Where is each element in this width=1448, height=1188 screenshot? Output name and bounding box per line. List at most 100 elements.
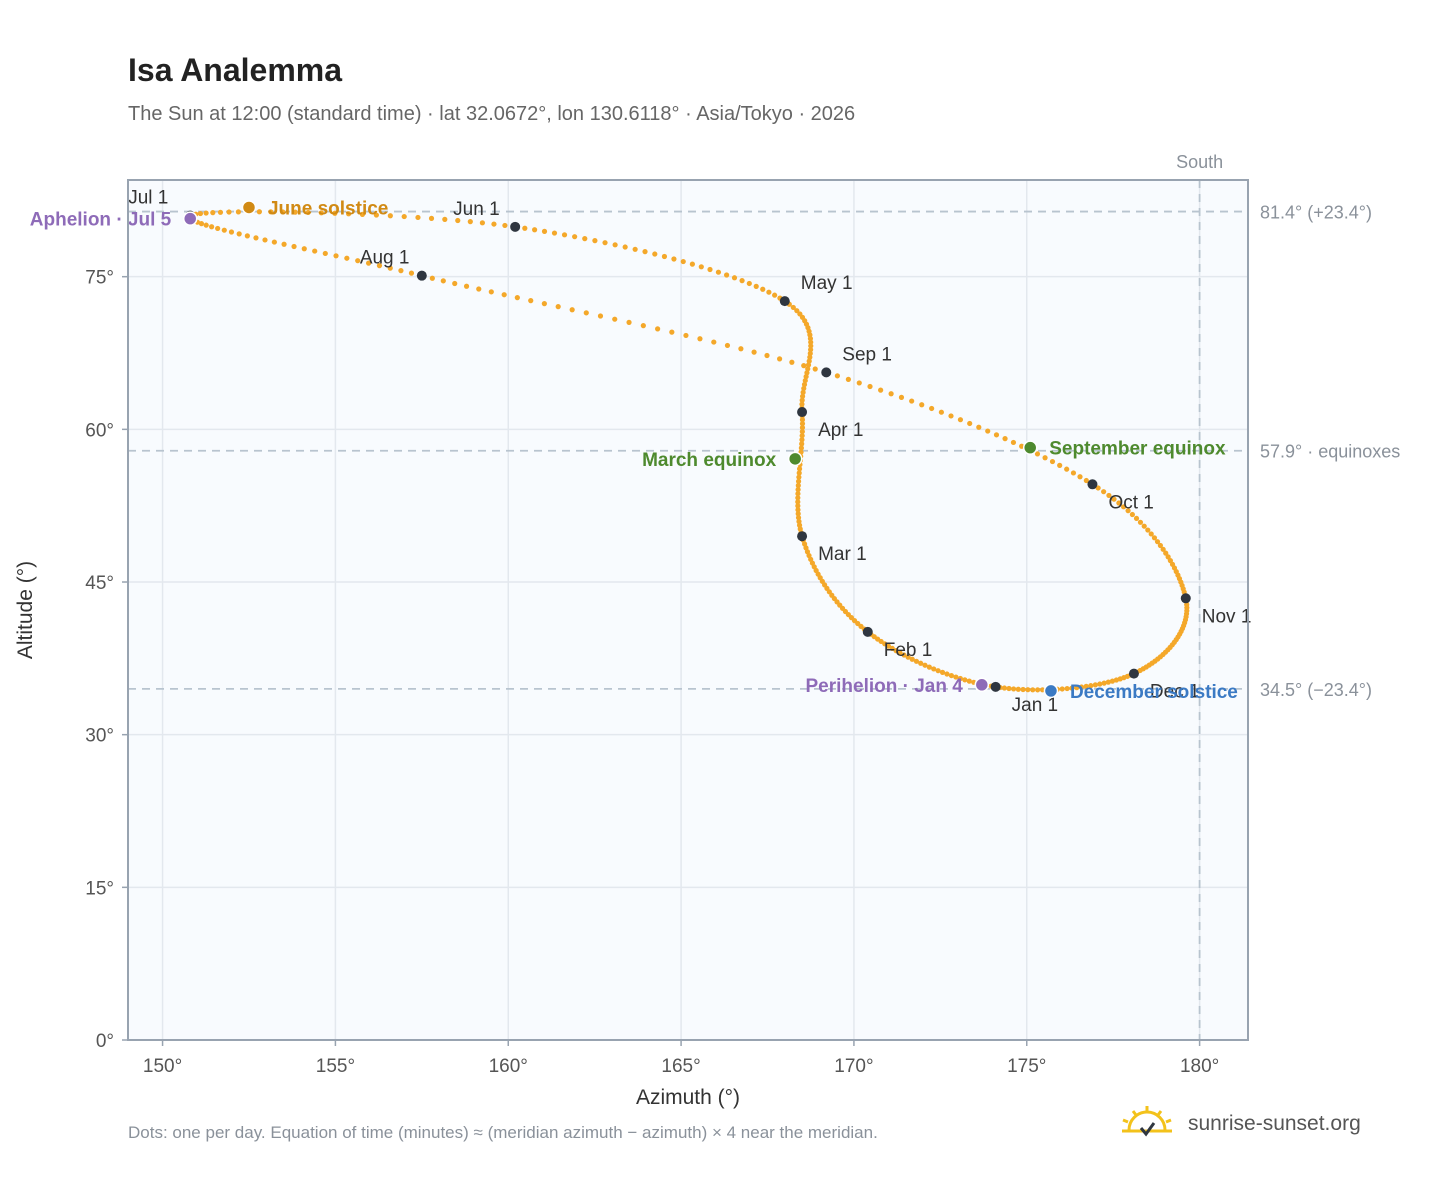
reference-line-label: 34.5° (−23.4°): [1260, 680, 1372, 700]
y-tick-label: 60°: [85, 420, 114, 441]
day-dot: [1141, 523, 1147, 529]
day-dot: [1001, 685, 1008, 691]
day-dot: [1015, 686, 1021, 692]
plot-area: [128, 180, 1248, 1040]
event-marker-dot: [241, 200, 257, 215]
month-marker-dot: [1087, 479, 1098, 490]
day-dot: [800, 389, 806, 395]
month-marker-dot: [779, 296, 790, 307]
day-dot: [746, 280, 752, 287]
day-dot: [555, 304, 561, 310]
day-dot: [789, 359, 795, 365]
y-tick-label: 45°: [85, 573, 114, 594]
day-dot: [1042, 455, 1048, 461]
day-dot: [561, 232, 568, 238]
day-dot: [1157, 542, 1164, 549]
day-dot: [1106, 492, 1112, 499]
meridian-label: South: [1176, 152, 1223, 172]
y-axis-label: Altitude (°): [14, 561, 37, 659]
day-dot: [291, 243, 297, 250]
day-dot: [935, 668, 941, 674]
day-dot: [795, 511, 801, 517]
reference-line-label: 57.9° · equinoxes: [1260, 442, 1400, 462]
day-dot: [803, 374, 809, 380]
day-dot: [724, 342, 731, 349]
x-tick-label: 170°: [834, 1056, 873, 1077]
day-dot: [387, 213, 393, 219]
day-dot: [1120, 504, 1127, 510]
day-dot: [428, 215, 435, 221]
day-dot: [795, 507, 801, 513]
day-dot: [804, 370, 810, 376]
day-dot: [939, 669, 946, 675]
day-dot: [467, 219, 473, 225]
day-dot: [318, 210, 324, 216]
day-dot: [1069, 685, 1075, 691]
day-dot: [479, 220, 486, 226]
day-dot: [1077, 474, 1083, 480]
day-dot: [401, 213, 407, 220]
day-dot: [312, 248, 318, 254]
day-dot: [228, 229, 235, 235]
day-dot: [796, 474, 802, 480]
day-dot: [655, 326, 661, 332]
day-dot: [953, 674, 959, 680]
day-dot: [1074, 685, 1080, 691]
day-dot: [795, 499, 801, 505]
day-dot: [332, 210, 338, 216]
day-dot: [661, 253, 668, 260]
day-dot: [1160, 546, 1166, 552]
month-marker-label: Nov 1: [1202, 606, 1252, 627]
day-dot: [345, 211, 352, 217]
day-dot: [226, 209, 232, 215]
footnote: Dots: one per day. Equation of time (min…: [128, 1123, 878, 1142]
day-dot: [893, 648, 899, 654]
day-dot: [680, 258, 686, 265]
day-dot: [799, 397, 805, 403]
month-markers: Jan 1 Feb 1 Mar 1 Apr 1 May 1 Jun 1 Jul 1 Aug 1…: [128, 188, 1251, 716]
month-marker-dot: [990, 681, 1001, 692]
month-marker-label: Jan 1: [1012, 695, 1058, 716]
day-dot: [801, 381, 808, 388]
day-dot: [795, 482, 801, 489]
day-dot: [731, 275, 738, 281]
day-dot: [236, 231, 242, 237]
event-marker-label: September equinox: [1049, 439, 1226, 460]
day-dot: [671, 256, 677, 262]
day-dot: [948, 413, 954, 419]
day-dot: [452, 280, 458, 287]
month-marker-dot: [797, 531, 808, 542]
day-dot: [948, 672, 955, 679]
day-dot: [1101, 489, 1107, 495]
day-dot: [801, 385, 807, 392]
day-dot: [926, 664, 932, 670]
month-marker-dot: [1128, 668, 1139, 679]
day-dot: [897, 650, 903, 656]
day-dot: [1035, 687, 1041, 693]
day-dot: [798, 445, 804, 451]
chart-title: Isa Analemma: [128, 52, 343, 88]
day-dot: [1109, 678, 1116, 684]
day-dot: [1019, 443, 1025, 449]
day-dot: [1049, 458, 1056, 465]
day-dot: [799, 433, 805, 439]
month-marker-dot: [862, 626, 873, 637]
day-dot: [909, 398, 915, 404]
day-dot: [1083, 477, 1089, 484]
day-dot: [1030, 687, 1036, 693]
day-dot: [1025, 687, 1031, 693]
x-tick-label: 165°: [661, 1056, 700, 1077]
day-dot: [1034, 451, 1041, 457]
day-dot: [408, 270, 415, 276]
day-dot: [1070, 470, 1077, 476]
day-dot: [799, 401, 805, 407]
day-dot: [799, 441, 805, 447]
day-dot: [301, 246, 307, 252]
day-dot: [359, 211, 366, 217]
day-dot: [962, 677, 968, 683]
day-dot: [592, 238, 598, 244]
reference-line-label: 81.4° (+23.4°): [1260, 203, 1372, 223]
day-dot: [985, 428, 991, 434]
day-dot: [689, 261, 695, 267]
day-dot: [993, 432, 1000, 438]
